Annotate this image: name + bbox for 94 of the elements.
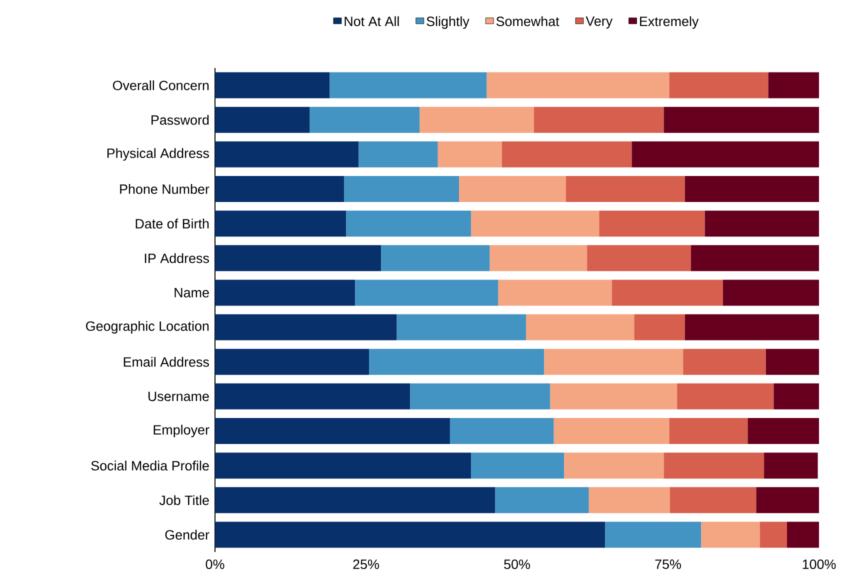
x-tick-label: 50% bbox=[504, 560, 530, 570]
bar bbox=[683, 348, 766, 375]
bar bbox=[526, 314, 634, 340]
bar bbox=[664, 106, 820, 133]
bar bbox=[396, 314, 526, 340]
bar bbox=[310, 106, 420, 133]
bar bbox=[612, 280, 723, 306]
bar bbox=[605, 522, 702, 548]
bar bbox=[369, 348, 544, 375]
bar bbox=[471, 210, 600, 237]
bar bbox=[768, 72, 820, 98]
bar bbox=[438, 141, 502, 168]
bar bbox=[215, 522, 606, 548]
bar bbox=[381, 245, 490, 272]
bar bbox=[471, 452, 564, 479]
legend-label: Slightly bbox=[426, 16, 470, 29]
y-tick-label: Employer bbox=[154, 424, 210, 438]
bar bbox=[450, 418, 554, 444]
y-tick-label: Physical Address bbox=[107, 148, 209, 161]
bar bbox=[564, 452, 664, 479]
bar bbox=[215, 141, 359, 168]
bar bbox=[774, 383, 820, 410]
legend-label: Somewhat bbox=[496, 16, 560, 26]
bar bbox=[669, 72, 768, 98]
y-tick-label: Gender bbox=[165, 530, 210, 540]
bar bbox=[534, 106, 664, 133]
bar bbox=[684, 176, 820, 202]
y-tick-label: IP Address bbox=[144, 253, 209, 264]
legend-label: Extremely bbox=[640, 16, 699, 29]
bar bbox=[420, 106, 534, 133]
bar bbox=[632, 141, 820, 168]
bar bbox=[764, 452, 818, 479]
bar bbox=[215, 210, 346, 237]
bar bbox=[410, 383, 550, 410]
bar bbox=[587, 245, 691, 272]
bar bbox=[670, 487, 756, 514]
y-tick-label: Password bbox=[152, 114, 209, 125]
bar bbox=[346, 210, 472, 237]
bar bbox=[215, 72, 330, 98]
bar bbox=[664, 452, 764, 479]
bar bbox=[760, 522, 787, 548]
bar bbox=[756, 487, 820, 514]
x-tick-label: 0% bbox=[206, 560, 224, 570]
bar bbox=[588, 487, 670, 514]
bar bbox=[677, 383, 774, 410]
bar bbox=[704, 210, 820, 237]
y-tick-label: Username bbox=[148, 392, 209, 402]
bar bbox=[766, 348, 820, 375]
bar bbox=[502, 141, 632, 168]
x-tick-label: 75% bbox=[655, 560, 681, 569]
bar bbox=[330, 72, 487, 98]
y-tick-label: Geographic Location bbox=[86, 321, 209, 334]
bar bbox=[669, 418, 748, 444]
y-tick-label: Name bbox=[174, 288, 209, 298]
x-tick-label: 25% bbox=[353, 560, 379, 570]
y-tick-label: Date of Birth bbox=[136, 218, 209, 229]
y-tick-label: Email Address bbox=[124, 356, 209, 367]
bar bbox=[701, 522, 760, 548]
bar bbox=[566, 176, 685, 202]
bar bbox=[634, 314, 685, 340]
bar bbox=[684, 314, 820, 340]
bar bbox=[486, 72, 670, 98]
bar bbox=[215, 176, 344, 202]
x-tick-label: 100% bbox=[802, 560, 836, 570]
bar bbox=[215, 106, 310, 133]
bar bbox=[215, 383, 410, 410]
bar bbox=[358, 141, 438, 168]
bar bbox=[748, 418, 820, 444]
y-tick-label: Phone Number bbox=[120, 184, 210, 194]
bar bbox=[215, 314, 397, 340]
bar bbox=[215, 348, 370, 375]
legend-label: Very bbox=[586, 16, 613, 29]
bar bbox=[215, 452, 472, 479]
bar bbox=[554, 418, 670, 444]
bar bbox=[355, 280, 498, 306]
bar bbox=[459, 176, 566, 202]
bar bbox=[498, 280, 612, 306]
bar bbox=[490, 245, 588, 272]
bar bbox=[550, 383, 678, 410]
bar bbox=[722, 280, 820, 306]
y-tick-label: Job Title bbox=[159, 495, 209, 506]
bar bbox=[690, 245, 820, 272]
bar bbox=[599, 210, 705, 237]
bar bbox=[344, 176, 460, 202]
legend-label: Not At All bbox=[344, 16, 399, 26]
bar bbox=[495, 487, 589, 514]
bar bbox=[786, 522, 820, 548]
bar bbox=[544, 348, 684, 375]
bar bbox=[215, 487, 496, 514]
bar bbox=[215, 280, 356, 306]
bar bbox=[215, 245, 382, 272]
y-tick-label: Overall Concern bbox=[112, 80, 209, 90]
bar bbox=[215, 418, 450, 444]
y-tick-label: Social Media Profile bbox=[91, 460, 209, 471]
